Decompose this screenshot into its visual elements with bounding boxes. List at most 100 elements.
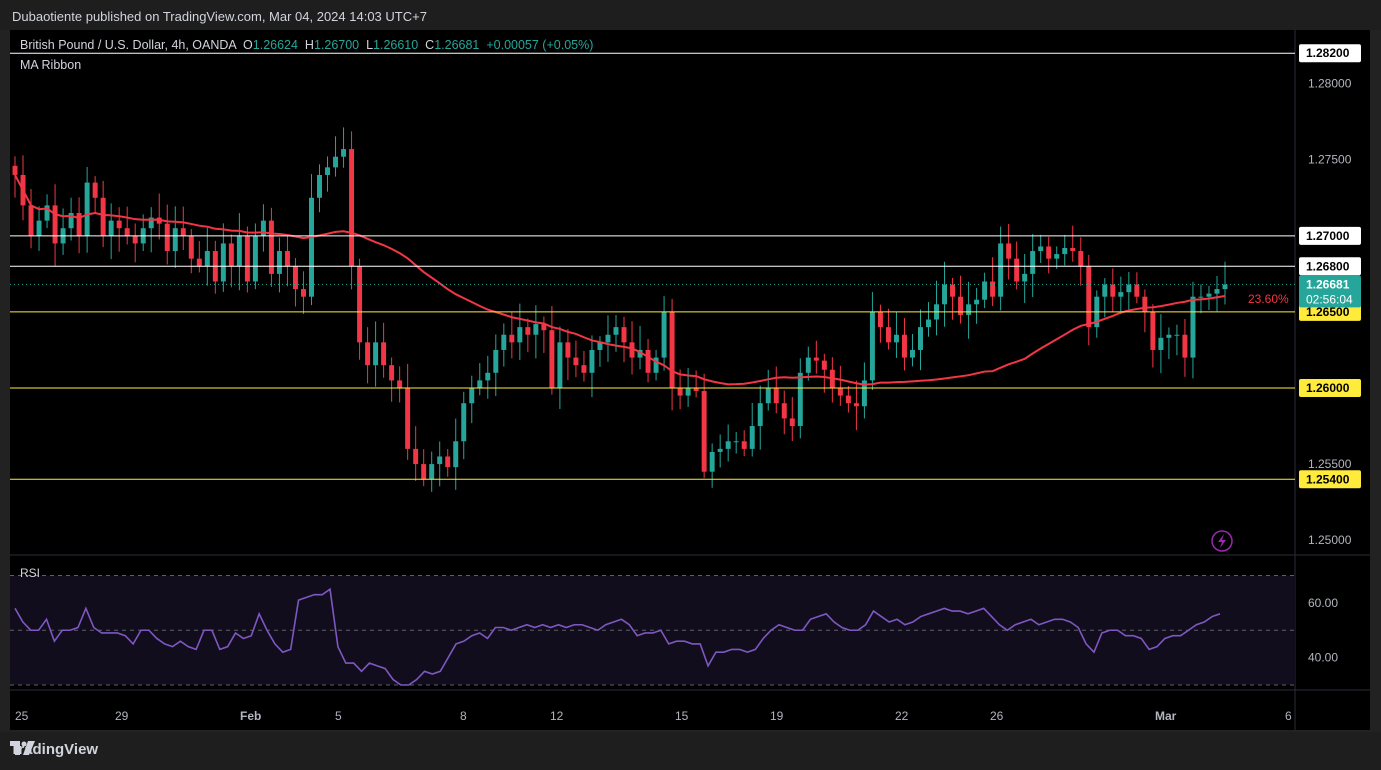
candle-body: [260, 220, 266, 236]
candle-body: [637, 349, 643, 358]
time-tick-label: 6: [1285, 709, 1292, 723]
candle-body: [188, 235, 194, 259]
candle-body: [44, 205, 50, 221]
time-tick-label: 8: [460, 709, 467, 723]
candle-body: [509, 334, 515, 343]
candle-body: [845, 395, 851, 404]
high-label: H: [304, 38, 314, 52]
candle-body: [950, 284, 956, 297]
candle-body: [1078, 251, 1084, 267]
time-tick-label: 29: [115, 709, 129, 723]
candle-body: [877, 311, 883, 328]
candle-body: [958, 296, 964, 315]
candle-body: [1190, 296, 1196, 358]
candle-body: [309, 197, 314, 297]
candle-body: [717, 448, 723, 452]
candle-body: [565, 342, 571, 358]
price-level-tag: [1299, 44, 1361, 63]
price-level-label: 1.28200: [1306, 46, 1350, 60]
candle-body: [1086, 266, 1092, 328]
price-level-tag: [1299, 302, 1361, 321]
candle-body: [100, 197, 106, 236]
candle-body: [196, 258, 202, 267]
candle-body: [765, 388, 771, 404]
candle-body: [132, 235, 138, 244]
candle-body: [1166, 334, 1172, 338]
rsi-label[interactable]: RSI: [20, 566, 41, 580]
candle-body: [276, 251, 282, 274]
candle-body: [773, 388, 779, 404]
candle-body: [1126, 284, 1132, 293]
indicator-name[interactable]: MA Ribbon: [20, 58, 82, 72]
time-tick-label: 22: [895, 709, 909, 723]
legend: British Pound / U.S. Dollar, 4h, OANDA O…: [20, 38, 593, 52]
price-level-tag: [1299, 379, 1361, 397]
candle-body: [869, 311, 875, 381]
symbol-name[interactable]: British Pound / U.S. Dollar, 4h, OANDA: [20, 38, 237, 52]
current-price-label: 1.26681: [1306, 277, 1350, 291]
price-tick-label: 1.25500: [1308, 457, 1352, 471]
candle-body: [661, 311, 667, 358]
candle-body: [469, 388, 475, 404]
fib-level-label: 23.60%: [1248, 292, 1289, 306]
time-tick-label: 26: [990, 709, 1004, 723]
high-value: 1.26700: [313, 38, 360, 52]
time-tick-label: 5: [335, 709, 342, 723]
candle-body: [405, 388, 411, 449]
top-bar: Dubaotiente published on TradingView.com…: [0, 0, 1381, 30]
time-tick-label: 25: [15, 709, 29, 723]
candle-body: [589, 349, 595, 373]
current-price-tag: [1299, 275, 1361, 308]
candle-body: [757, 403, 763, 427]
price-tick-label: 1.28000: [1308, 77, 1352, 91]
candle-body: [1118, 292, 1124, 297]
candle-body: [1070, 248, 1076, 252]
candle-body: [12, 165, 18, 175]
candle-body: [805, 357, 811, 373]
chart-area[interactable]: 1.28000 1.27500 1.27000 1.26500 1.26000 1.255…: [10, 30, 1370, 730]
candle-body: [613, 327, 619, 335]
candle-body: [821, 360, 827, 370]
candle-body: [252, 235, 258, 282]
candle-body: [974, 299, 980, 305]
candle-body: [413, 448, 419, 465]
candle-body: [148, 217, 154, 229]
candle-body: [893, 334, 899, 343]
candle-body: [669, 311, 675, 388]
low-label: L: [366, 38, 374, 52]
candle-body: [853, 403, 859, 407]
candle-body: [220, 243, 226, 282]
candle-body: [485, 372, 491, 381]
candle-body: [1006, 243, 1012, 259]
price-level-tag: [1299, 470, 1361, 489]
candle-body: [885, 327, 891, 343]
candle-body: [84, 182, 90, 236]
candle-body: [837, 388, 843, 396]
candle-body: [397, 380, 403, 388]
candle-body: [204, 251, 210, 267]
candle-body: [605, 334, 611, 343]
candle-body: [317, 174, 322, 198]
chart-svg[interactable]: 1.28000 1.27500 1.27000 1.26500 1.26000 1.255…: [10, 30, 1370, 730]
candle-body: [389, 365, 395, 381]
open-value: 1.26624: [252, 38, 298, 52]
candle-body: [108, 220, 114, 236]
tradingview-logo[interactable]: TradingView: [10, 741, 98, 758]
candle-body: [926, 319, 931, 328]
candle-body: [1030, 251, 1036, 274]
candle-body: [597, 342, 603, 350]
candle-body: [797, 372, 803, 427]
candle-body: [236, 235, 242, 267]
candle-body: [421, 464, 427, 480]
candle-body: [645, 349, 651, 373]
candle-body: [333, 156, 339, 168]
time-tick-label: 19: [770, 709, 784, 723]
candle-body: [709, 451, 715, 472]
lightning-icon[interactable]: [1211, 530, 1233, 552]
price-level-label: 1.26800: [1306, 259, 1350, 273]
price-level-tag: [1299, 257, 1361, 276]
candle-body: [629, 342, 635, 358]
candle-body: [966, 304, 972, 315]
candle-body: [493, 349, 499, 373]
ma-ribbon-line: [14, 174, 1226, 386]
